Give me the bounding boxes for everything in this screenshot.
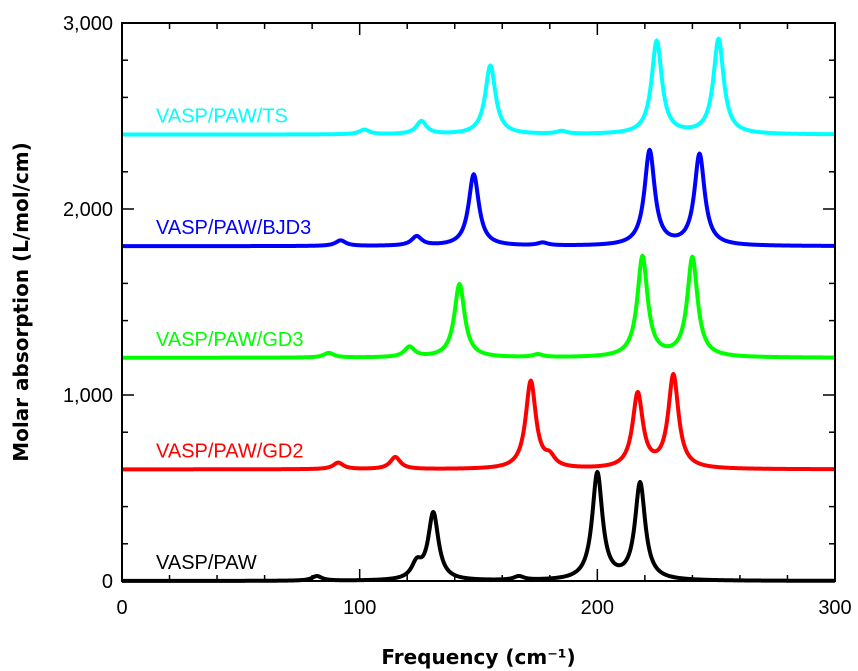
series-line: [120, 253, 837, 360]
x-axis-title: Frequency (cm⁻¹): [381, 645, 575, 669]
x-tick-label: 200: [581, 597, 614, 619]
series-label: VASP/PAW/GD2: [156, 440, 303, 462]
x-tick-label: 0: [116, 597, 127, 619]
y-tick-label: 2,000: [63, 199, 113, 221]
plot-frame: [121, 22, 836, 582]
tick-labels: 0 100 200 300 0 1,000 2,000 3,000: [63, 13, 852, 619]
series-line: [120, 147, 837, 249]
series-label: VASP/PAW/TS: [156, 106, 288, 128]
series-label: VASP/PAW: [156, 552, 257, 574]
series-labels: VASP/PAW VASP/PAW/GD2 VASP/PAW/GD3 VASP/PAW…: [156, 106, 311, 574]
x-tick-label: 300: [818, 597, 851, 619]
series-label: VASP/PAW/GD3: [156, 329, 303, 351]
series-line: [120, 372, 837, 472]
series-label: VASP/PAW/BJD3: [156, 217, 311, 239]
y-tick-label: 0: [102, 571, 113, 593]
series-line: [120, 36, 837, 137]
y-axis-title: Molar absorption (L/mol/cm): [9, 142, 33, 462]
x-tick-label: 100: [343, 597, 376, 619]
y-tick-label: 1,000: [63, 385, 113, 407]
y-tick-label: 3,000: [63, 13, 113, 35]
